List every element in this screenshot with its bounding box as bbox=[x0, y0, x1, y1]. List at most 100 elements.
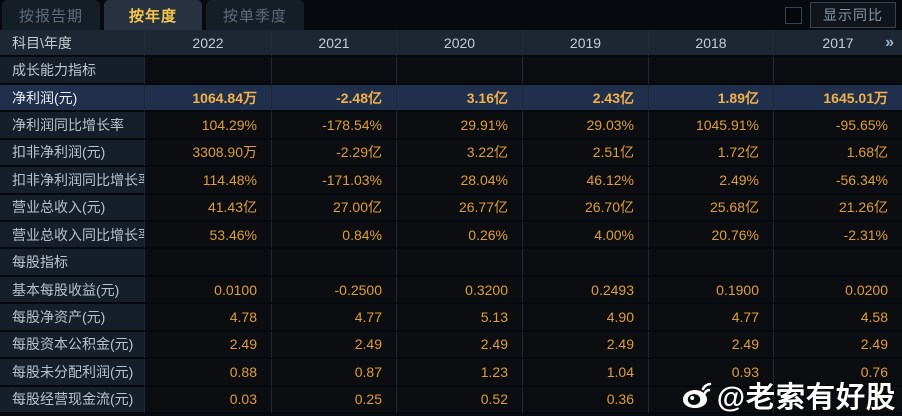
cell-value bbox=[272, 249, 397, 277]
cell-value: 0.26% bbox=[397, 222, 523, 250]
cell-value: -178.54% bbox=[272, 112, 397, 140]
cell-value: 2.49 bbox=[145, 331, 272, 360]
financial-table: 科目\年度 2022 2021 2020 2019 2018 2017 » 成长… bbox=[0, 30, 902, 414]
cell-value: 5.13 bbox=[397, 304, 523, 332]
row-label: 每股资本公积金(元) bbox=[0, 331, 145, 360]
cell-value: 1045.91% bbox=[649, 112, 774, 140]
cell-value: 25.68亿 bbox=[649, 194, 774, 222]
cell-value bbox=[649, 249, 774, 277]
row-label: 成长能力指标 bbox=[0, 57, 145, 85]
cell-value: 3.16亿 bbox=[397, 84, 523, 113]
cell-value bbox=[272, 57, 397, 85]
row-label: 每股经营现金流(元) bbox=[0, 386, 145, 414]
cell-value: 4.78 bbox=[145, 304, 272, 332]
cell-value: 1645.01万 bbox=[774, 84, 902, 113]
cell-value: -171.03% bbox=[272, 167, 397, 195]
cell-value: -56.34% bbox=[774, 167, 902, 195]
row-label: 每股未分配利润(元) bbox=[0, 359, 145, 387]
row-label: 净利润同比增长率 bbox=[0, 112, 145, 140]
cell-value: -2.48亿 bbox=[272, 84, 397, 113]
cell-value bbox=[145, 249, 272, 277]
cell-value: 0.88 bbox=[145, 359, 272, 387]
cell-value: 0.93 bbox=[649, 359, 774, 387]
cell-value: -95.65% bbox=[774, 112, 902, 140]
cell-value bbox=[649, 57, 774, 85]
cell-value: 2.49 bbox=[397, 331, 523, 360]
cell-value: -0.2500 bbox=[272, 276, 397, 305]
row-label: 基本每股收益(元) bbox=[0, 276, 145, 305]
cell-value: 0.25 bbox=[272, 386, 397, 414]
cell-value: 29.91% bbox=[397, 112, 523, 140]
year-header: 2021 bbox=[272, 30, 397, 58]
cell-value bbox=[774, 249, 902, 277]
cell-value bbox=[774, 57, 902, 85]
cell-value: 2.49% bbox=[649, 167, 774, 195]
cell-value: 2.51亿 bbox=[523, 139, 649, 168]
cell-value bbox=[145, 57, 272, 85]
cell-value: 2.49 bbox=[774, 331, 902, 360]
row-label: 扣非净利润同比增长率 bbox=[0, 167, 145, 195]
cell-value: 4.00% bbox=[523, 222, 649, 250]
cell-value: -2.31% bbox=[774, 222, 902, 250]
row-label: 扣非净利润(元) bbox=[0, 139, 145, 168]
cell-value: 4.90 bbox=[523, 304, 649, 332]
tab-report-period[interactable]: 按报告期 bbox=[2, 0, 100, 30]
cell-value: 1.23 bbox=[397, 359, 523, 387]
cell-value: 0.0100 bbox=[145, 276, 272, 305]
tab-single-quarter[interactable]: 按单季度 bbox=[206, 0, 304, 30]
row-label: 营业总收入同比增长率 bbox=[0, 222, 145, 250]
year-header: 2020 bbox=[397, 30, 523, 58]
cell-value: 0.36 bbox=[523, 386, 649, 414]
year-header-label: 2017 bbox=[822, 34, 854, 51]
cell-value: 4.77 bbox=[272, 304, 397, 332]
cell-value bbox=[649, 386, 774, 414]
cell-value: 0.3200 bbox=[397, 276, 523, 305]
cell-value: 2.49 bbox=[523, 331, 649, 360]
cell-value: 26.70亿 bbox=[523, 194, 649, 222]
cell-value: 28.04% bbox=[397, 167, 523, 195]
cell-value: -2.29亿 bbox=[272, 139, 397, 168]
show-yoy-label[interactable]: 显示同比 bbox=[810, 2, 896, 28]
cell-value: 21.26亿 bbox=[774, 194, 902, 222]
cell-value: 41.43亿 bbox=[145, 194, 272, 222]
cell-value: 20.76% bbox=[649, 222, 774, 250]
cell-value: 4.58 bbox=[774, 304, 902, 332]
tab-annual[interactable]: 按年度 bbox=[104, 0, 202, 30]
cell-value: 46.12% bbox=[523, 167, 649, 195]
cell-value: 0.84% bbox=[272, 222, 397, 250]
cell-value: 1.04 bbox=[523, 359, 649, 387]
cell-value: 53.46% bbox=[145, 222, 272, 250]
row-label: 每股净资产(元) bbox=[0, 304, 145, 332]
more-years-chevron-icon[interactable]: » bbox=[885, 33, 894, 51]
cell-value bbox=[523, 57, 649, 85]
cell-value: 29.03% bbox=[523, 112, 649, 140]
show-yoy-checkbox[interactable] bbox=[785, 6, 802, 24]
year-header: 2022 bbox=[145, 30, 272, 58]
year-header: 2018 bbox=[649, 30, 774, 58]
cell-value: 1.89亿 bbox=[649, 84, 774, 113]
cell-value: 1064.84万 bbox=[145, 84, 272, 113]
corner-header: 科目\年度 bbox=[0, 30, 145, 58]
cell-value: 2.43亿 bbox=[523, 84, 649, 113]
cell-value: 4.77 bbox=[649, 304, 774, 332]
cell-value: 0.03 bbox=[145, 386, 272, 414]
cell-value bbox=[523, 249, 649, 277]
cell-value: 0.2493 bbox=[523, 276, 649, 305]
year-header: 2017 » bbox=[774, 30, 902, 58]
cell-value: 3308.90万 bbox=[145, 139, 272, 168]
cell-value: 2.49 bbox=[649, 331, 774, 360]
cell-value: 1.68亿 bbox=[774, 139, 902, 168]
row-label: 净利润(元) bbox=[0, 84, 145, 113]
cell-value: 104.29% bbox=[145, 112, 272, 140]
tab-bar: 按报告期 按年度 按单季度 显示同比 bbox=[0, 0, 902, 30]
cell-value bbox=[774, 386, 902, 414]
cell-value: 0.52 bbox=[397, 386, 523, 414]
cell-value: 1.72亿 bbox=[649, 139, 774, 168]
cell-value: 114.48% bbox=[145, 167, 272, 195]
cell-value: 26.77亿 bbox=[397, 194, 523, 222]
row-label: 每股指标 bbox=[0, 249, 145, 277]
cell-value: 0.1900 bbox=[649, 276, 774, 305]
cell-value: 0.76 bbox=[774, 359, 902, 387]
cell-value bbox=[397, 57, 523, 85]
cell-value: 3.22亿 bbox=[397, 139, 523, 168]
